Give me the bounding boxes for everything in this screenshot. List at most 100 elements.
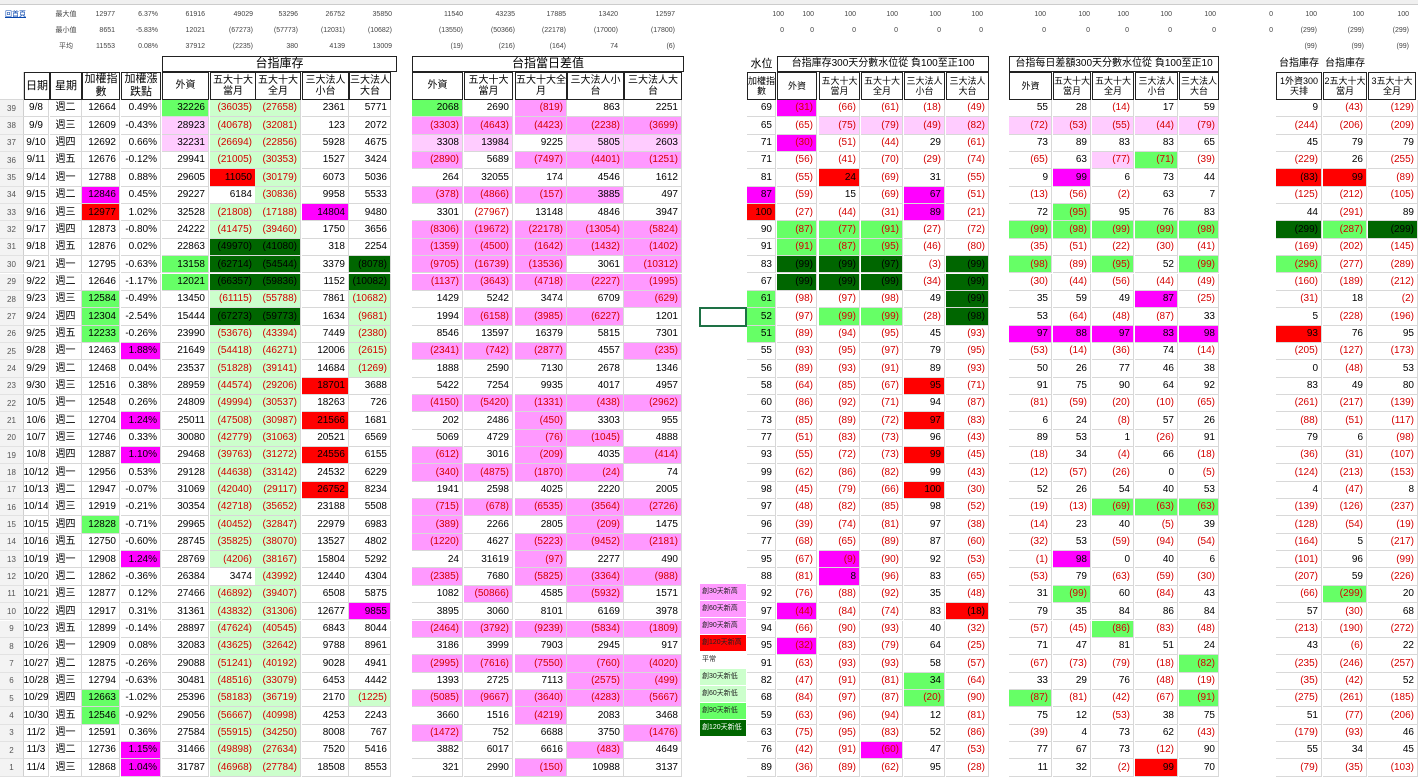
- weekday-cell[interactable]: 週四: [50, 603, 82, 621]
- inventory-cell[interactable]: 9958: [302, 186, 349, 205]
- inventory-score-cell[interactable]: 97: [904, 412, 945, 430]
- daily-diff-cell[interactable]: (629): [624, 290, 682, 309]
- change-cell[interactable]: 0.04%: [121, 360, 161, 378]
- daily-score-cell[interactable]: (81): [1009, 394, 1052, 413]
- date-cell[interactable]: 10/15: [24, 516, 49, 534]
- inventory-score-cell[interactable]: (75): [819, 117, 860, 135]
- inventory-score-cell[interactable]: (74): [861, 603, 903, 621]
- daily-diff-cell[interactable]: (1251): [624, 152, 682, 170]
- daily-diff-cell[interactable]: (3303): [412, 117, 463, 135]
- daily-score-cell[interactable]: (83): [1135, 620, 1178, 638]
- inventory-cell[interactable]: (39460): [255, 221, 301, 239]
- date-cell[interactable]: 9/24: [24, 308, 49, 326]
- daily-diff-cell[interactable]: (4401): [567, 152, 624, 170]
- inventory-score-cell[interactable]: 24: [819, 169, 860, 187]
- daily-score-cell[interactable]: (49): [1179, 273, 1219, 291]
- daily-diff-cell[interactable]: 5242: [464, 290, 513, 309]
- inventory-score-cell[interactable]: (51): [819, 134, 860, 153]
- daily-score-cell[interactable]: 50: [1009, 360, 1052, 378]
- daily-score-cell[interactable]: (71): [1135, 152, 1178, 170]
- index-cell[interactable]: 12868: [82, 759, 120, 777]
- daily-diff-cell[interactable]: (340): [412, 464, 463, 482]
- inventory-cell[interactable]: 3474: [210, 568, 256, 586]
- daily-diff-cell[interactable]: (378): [412, 186, 463, 205]
- inventory-cell[interactable]: (17188): [255, 204, 301, 222]
- inventory-cell[interactable]: (44574): [210, 377, 256, 395]
- rank-cell[interactable]: 44: [1276, 204, 1322, 222]
- daily-diff-cell[interactable]: 5422: [412, 377, 463, 395]
- weekday-cell[interactable]: 週三: [50, 759, 82, 777]
- rank-cell[interactable]: (189): [1323, 273, 1367, 291]
- inventory-score-cell[interactable]: (74): [819, 516, 860, 534]
- daily-diff-cell[interactable]: 10988: [567, 759, 624, 777]
- rank-cell[interactable]: (217): [1368, 533, 1418, 552]
- inventory-score-cell[interactable]: 94: [747, 620, 776, 638]
- daily-score-cell[interactable]: 26: [1053, 481, 1091, 500]
- daily-score-cell[interactable]: 77: [1009, 741, 1052, 760]
- daily-diff-cell[interactable]: (988): [624, 568, 682, 586]
- rank-cell[interactable]: (139): [1276, 499, 1322, 517]
- inventory-score-cell[interactable]: 92: [904, 551, 945, 569]
- rank-cell[interactable]: (30): [1323, 603, 1367, 621]
- rank-cell[interactable]: (261): [1323, 689, 1367, 708]
- daily-score-cell[interactable]: (5): [1179, 464, 1219, 482]
- inventory-cell[interactable]: 6569: [349, 429, 391, 447]
- daily-diff-cell[interactable]: 202: [412, 412, 463, 430]
- daily-diff-cell[interactable]: (1137): [412, 273, 463, 291]
- inventory-cell[interactable]: 20521: [302, 429, 349, 447]
- rank-cell[interactable]: (237): [1368, 499, 1418, 517]
- inventory-score-cell[interactable]: 64: [904, 637, 945, 656]
- inventory-cell[interactable]: 9855: [349, 603, 391, 621]
- daily-diff-cell[interactable]: 2005: [624, 481, 682, 500]
- change-cell[interactable]: 1.88%: [121, 342, 161, 361]
- daily-score-cell[interactable]: 73: [1092, 724, 1134, 742]
- inventory-score-cell[interactable]: (93): [946, 360, 989, 378]
- daily-diff-cell[interactable]: (2726): [624, 499, 682, 517]
- daily-diff-cell[interactable]: (678): [464, 499, 513, 517]
- date-cell[interactable]: 10/13: [24, 481, 49, 500]
- daily-diff-cell[interactable]: 490: [624, 551, 682, 569]
- row-number[interactable]: 4: [0, 707, 24, 725]
- inventory-cell[interactable]: (30537): [255, 394, 301, 413]
- weekday-cell[interactable]: 週二: [50, 360, 82, 378]
- daily-diff-cell[interactable]: 3468: [624, 707, 682, 725]
- rank-cell[interactable]: (229): [1276, 152, 1322, 170]
- inventory-score-cell[interactable]: 71: [747, 134, 776, 153]
- inventory-score-cell[interactable]: (87): [946, 394, 989, 413]
- inventory-cell[interactable]: (27634): [255, 741, 301, 760]
- inventory-cell[interactable]: 3688: [349, 377, 391, 395]
- daily-score-cell[interactable]: (56): [1053, 186, 1091, 205]
- daily-score-cell[interactable]: (59): [1135, 568, 1178, 586]
- daily-diff-cell[interactable]: 3137: [624, 759, 682, 777]
- daily-score-cell[interactable]: (22): [1092, 238, 1134, 257]
- daily-diff-cell[interactable]: 863: [567, 100, 624, 118]
- daily-score-cell[interactable]: (26): [1135, 429, 1178, 447]
- date-cell[interactable]: 9/28: [24, 342, 49, 361]
- daily-diff-cell[interactable]: (2227): [567, 273, 624, 291]
- daily-score-cell[interactable]: 28: [1053, 100, 1091, 118]
- inventory-cell[interactable]: 24556: [302, 447, 349, 465]
- inventory-score-cell[interactable]: (82): [861, 464, 903, 482]
- rank-cell[interactable]: (257): [1368, 655, 1418, 673]
- inventory-score-cell[interactable]: 12: [904, 707, 945, 725]
- inventory-score-cell[interactable]: (81): [861, 672, 903, 690]
- daily-diff-cell[interactable]: (2341): [412, 342, 463, 361]
- row-number[interactable]: 34: [0, 186, 24, 205]
- date-cell[interactable]: 9/14: [24, 169, 49, 187]
- daily-diff-cell[interactable]: (6535): [515, 499, 567, 517]
- inventory-cell[interactable]: 28897: [162, 620, 209, 638]
- index-cell[interactable]: 12795: [82, 256, 120, 274]
- index-cell[interactable]: 12546: [82, 707, 120, 725]
- daily-score-cell[interactable]: (25): [1179, 290, 1219, 309]
- index-cell[interactable]: 12794: [82, 672, 120, 690]
- inventory-score-cell[interactable]: (85): [777, 412, 817, 430]
- rank-cell[interactable]: 59: [1323, 568, 1367, 586]
- weekday-cell[interactable]: 週一: [50, 637, 82, 656]
- rank-cell[interactable]: (35): [1276, 672, 1322, 690]
- daily-score-cell[interactable]: 77: [1092, 360, 1134, 378]
- daily-diff-cell[interactable]: (7616): [464, 655, 513, 673]
- daily-diff-cell[interactable]: (5824): [624, 221, 682, 239]
- inventory-score-cell[interactable]: (95): [819, 724, 860, 742]
- change-cell[interactable]: 0.53%: [121, 464, 161, 482]
- inventory-score-cell[interactable]: (61): [946, 134, 989, 153]
